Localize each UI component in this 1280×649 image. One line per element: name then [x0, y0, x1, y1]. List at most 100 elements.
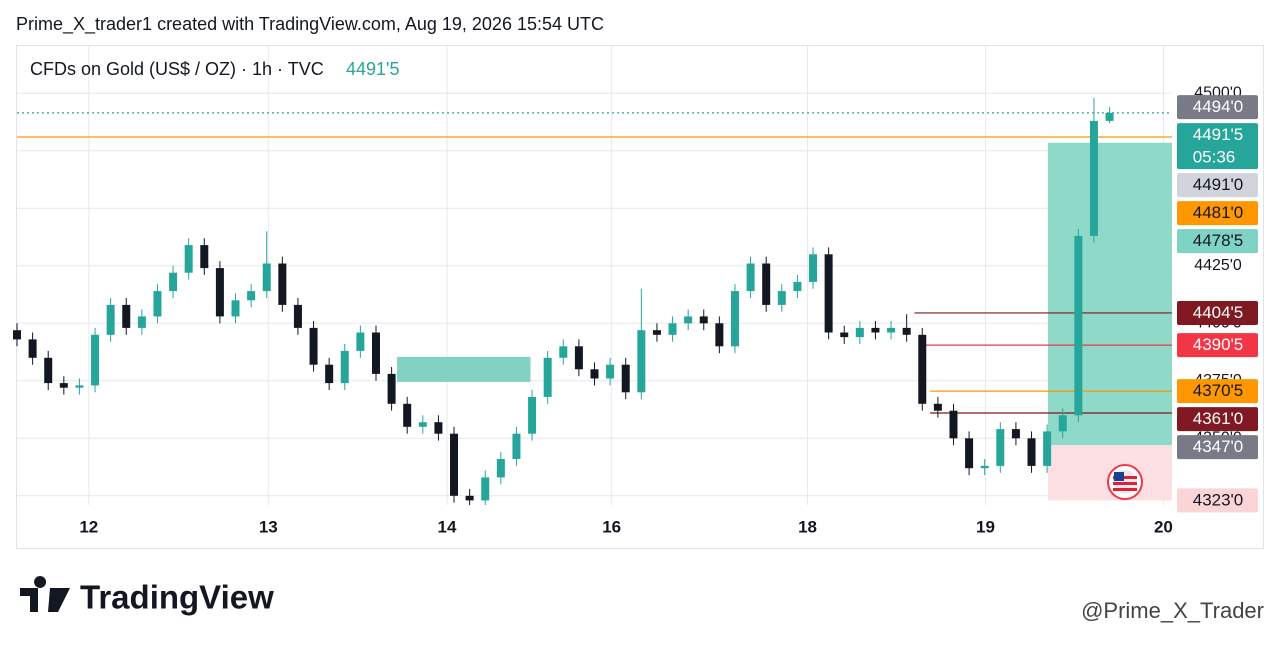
candle-body [434, 422, 443, 434]
candle-body [996, 429, 1005, 466]
candle-body [184, 245, 193, 273]
candle-body [512, 433, 521, 459]
candle-body [871, 327, 880, 333]
last-price: 4491'5 [346, 59, 400, 79]
price-badge [1177, 333, 1258, 358]
candle-body [231, 300, 240, 317]
candle-body [730, 291, 739, 347]
price-badge-label: 4491'5 [1193, 125, 1244, 144]
candle-body [652, 330, 661, 335]
candle-body [371, 332, 380, 374]
candle-body [309, 327, 318, 365]
x-tick-label: 16 [602, 517, 621, 536]
candle-body [496, 459, 505, 478]
candle-body [418, 422, 427, 427]
candle-body [450, 433, 459, 496]
price-badge-label: 4491'0 [1193, 175, 1244, 194]
position-profit [1047, 142, 1172, 446]
candle-body [1058, 415, 1067, 432]
price-badge-label: 4478'5 [1193, 231, 1244, 250]
tradingview-logo [20, 576, 70, 612]
price-badge-label: 4404'5 [1193, 303, 1244, 322]
price-badge [1177, 95, 1258, 120]
candle-body [137, 316, 146, 328]
candle-body [684, 316, 693, 324]
price-badge-label: 4347'0 [1193, 437, 1244, 456]
brand: TradingView [80, 579, 274, 616]
candle-body [543, 357, 552, 397]
candle-body [559, 346, 568, 358]
candle-body [403, 403, 412, 427]
price-badge-label: 4481'0 [1193, 203, 1244, 222]
price-badge [1177, 229, 1258, 254]
candle-body [606, 364, 615, 379]
candle-body [777, 291, 786, 305]
candle-body [902, 327, 911, 335]
candle-body [387, 373, 396, 404]
x-tick-label: 19 [976, 517, 995, 536]
candle-body [637, 330, 646, 393]
candle-body [465, 495, 474, 501]
price-badge [1177, 300, 1258, 325]
candle-body [262, 263, 271, 292]
candle-body [668, 323, 677, 335]
candle-body [200, 245, 209, 269]
candle-body [574, 346, 583, 370]
candle-body [13, 330, 21, 340]
x-tick-label: 12 [79, 517, 98, 536]
candle-body [75, 385, 84, 388]
candle-body [1027, 438, 1036, 466]
candle-body [762, 263, 771, 305]
x-tick-label: 20 [1154, 517, 1173, 536]
candle-body [980, 465, 989, 469]
candle-body [746, 263, 755, 292]
candle-body [153, 291, 162, 317]
x-tick-label: 14 [438, 517, 457, 536]
candle-body [356, 332, 365, 351]
price-badge-label: 4370'5 [1193, 381, 1244, 400]
candle-body [621, 364, 630, 393]
price-badge-label: 4390'5 [1193, 335, 1244, 354]
y-tick-label: 4425'0 [1194, 257, 1242, 274]
price-badge [1177, 435, 1258, 460]
zone [397, 356, 531, 382]
candle-body [1089, 120, 1098, 236]
price-badge [1177, 379, 1258, 404]
candle-body [715, 323, 724, 347]
price-badge-label: 4494'0 [1193, 97, 1244, 116]
candle-body [106, 304, 115, 335]
candle-body [293, 304, 302, 328]
price-badge [1177, 123, 1258, 170]
candle-body [44, 357, 53, 384]
candle-body [528, 396, 537, 434]
candle-body [1011, 429, 1020, 439]
candle-body [169, 272, 178, 292]
candle-body [340, 350, 349, 384]
candle-body [215, 268, 224, 317]
price-badge [1177, 173, 1258, 198]
candle-body [481, 477, 490, 501]
plot: 4325'04350'04375'04400'04425'04450'04475… [13, 45, 1258, 536]
candle-body [699, 316, 708, 324]
candle-body [949, 410, 958, 439]
candle-body [965, 438, 974, 469]
x-tick-label: 13 [259, 517, 278, 536]
candle-body [887, 327, 896, 333]
x-tick-label: 18 [798, 517, 817, 536]
candle-body [918, 334, 927, 404]
candle-body [278, 263, 287, 305]
candle-body [91, 334, 100, 386]
candle-body [59, 383, 68, 388]
candle-body [325, 364, 334, 384]
candle-body [840, 332, 849, 338]
candle-body [809, 254, 818, 282]
candle-body [590, 369, 599, 379]
price-badge-label: 4361'0 [1193, 409, 1244, 428]
price-badge [1177, 488, 1258, 513]
candle-body [824, 254, 833, 333]
countdown: 05:36 [1193, 148, 1236, 167]
us-flag-icon [1107, 464, 1143, 500]
candle-body [855, 327, 864, 338]
candle-body [1105, 112, 1114, 121]
